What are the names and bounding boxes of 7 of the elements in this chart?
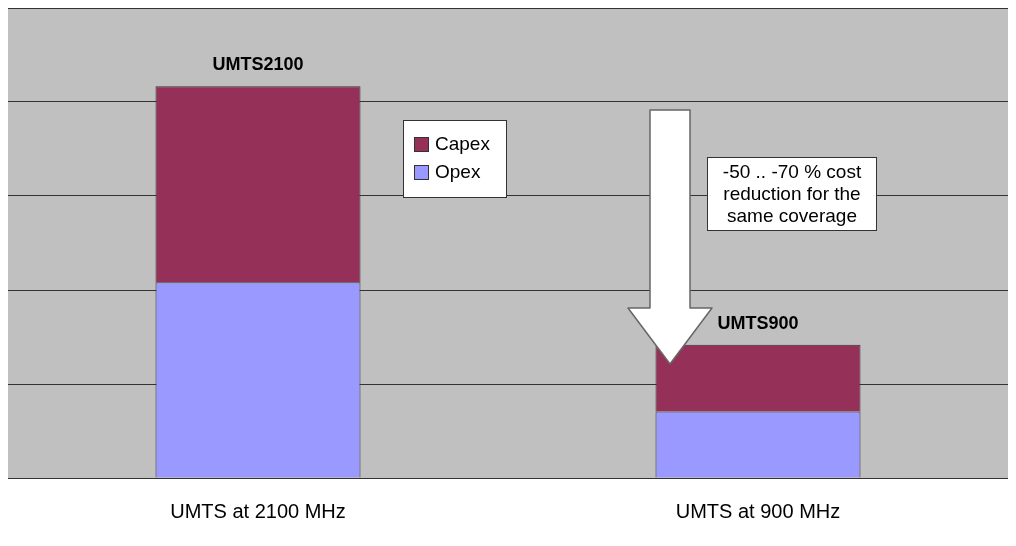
legend-label: Opex <box>435 161 481 183</box>
annotation: -50 .. -70 % cost reduction for the same coverage <box>707 157 877 231</box>
x-tick-label: UMTS at 2100 MHz <box>170 499 346 522</box>
legend-label: Capex <box>435 133 490 155</box>
annotation: UMTS2100 <box>212 54 304 75</box>
annotation: UMTS900 <box>717 312 799 333</box>
x-tick-label: UMTS at 900 MHz <box>675 499 841 522</box>
